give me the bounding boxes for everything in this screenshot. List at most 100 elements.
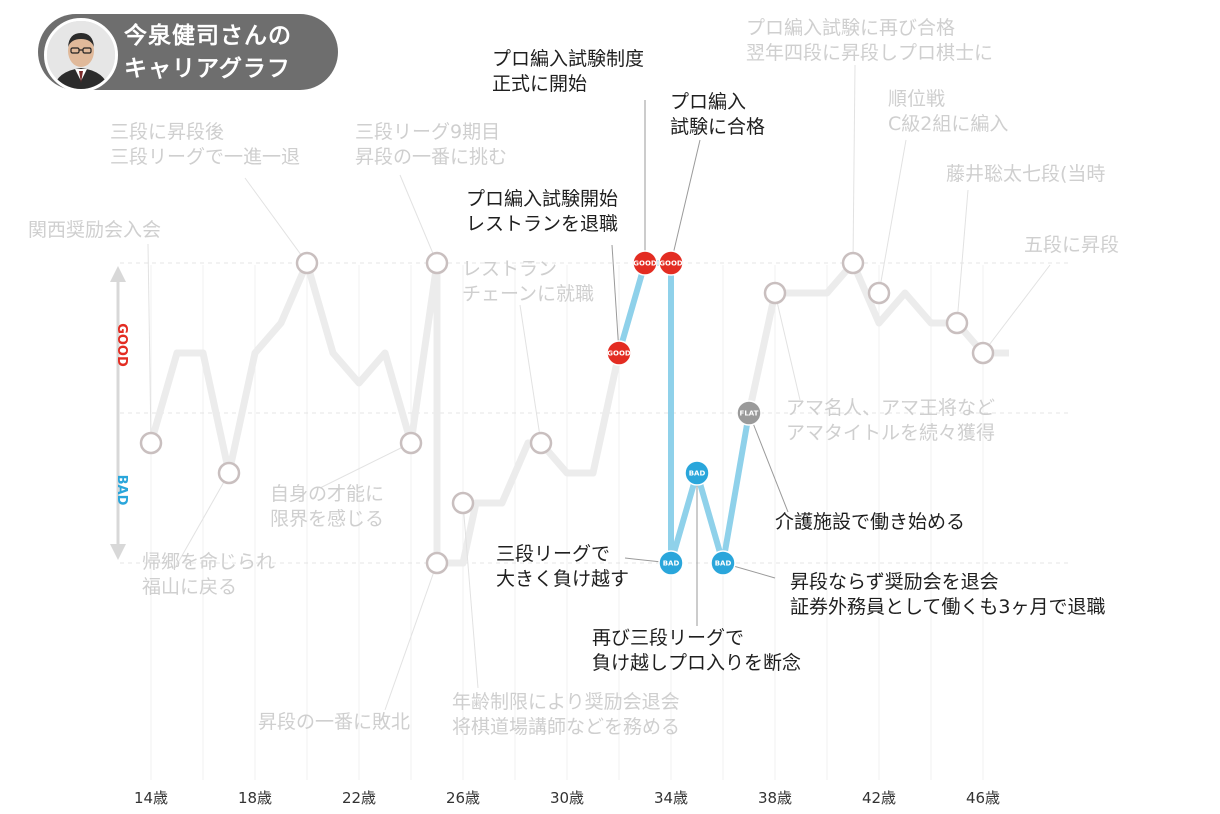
- x-tick-label: 38歳: [758, 789, 792, 807]
- x-tick-label: 30歳: [550, 789, 584, 807]
- annotation-pro-exam-pass: プロ編入 試験に合格: [670, 90, 765, 140]
- annotation-restaurant-job: レストランチェーンに就職: [462, 257, 594, 307]
- annotation-line: 昇段の一番に挑む: [355, 146, 508, 168]
- annotation-line: 帰郷を命じられ: [142, 551, 276, 573]
- annotation-return-home: 帰郷を命じられ 福山に戻る: [142, 550, 275, 600]
- x-tick-label: 22歳: [342, 789, 376, 807]
- leader-line: [852, 64, 856, 264]
- annotation-line: チェーンに就職: [462, 283, 595, 305]
- annotation-care-work: 介護施設で働き始める: [775, 510, 965, 535]
- annotation-line: レストラン: [462, 258, 558, 280]
- event-marker-label: GOOD: [659, 260, 683, 268]
- annotation-line: 負け越しプロ入りを断念: [592, 652, 802, 674]
- annotation-give-up: 再び三段リーグで負け越しプロ入りを断念: [592, 626, 801, 676]
- annotation-line: 昇段の一番に敗北: [258, 711, 411, 733]
- annotation-line: アマタイトルを続々獲得: [786, 422, 996, 444]
- x-tick-label: 34歳: [654, 789, 688, 807]
- annotation-kansai-join: 関西奨励会入会: [28, 218, 161, 243]
- event-marker-bad: [684, 460, 710, 486]
- x-tick-label: 18歳: [238, 789, 272, 807]
- event-marker-good: [658, 250, 684, 276]
- title-line-2: キャリアグラフ: [124, 56, 291, 82]
- annotation-line: C級2組に編入: [888, 113, 1009, 135]
- leader-line: [174, 472, 230, 569]
- annotation-line: 試験に合格: [670, 116, 766, 138]
- annotation-line: 昇段ならず奨励会を退会: [790, 571, 999, 593]
- event-marker-label: FLAT: [740, 410, 759, 418]
- event-marker-past: [841, 251, 865, 275]
- axis-bad-label: BAD: [114, 475, 129, 506]
- x-tick-label: 42歳: [862, 789, 896, 807]
- avatar: [44, 18, 118, 92]
- annotation-line: 将棋道場講師などを務める: [452, 716, 681, 738]
- annotation-line: 藤井聡太七段(当時: [946, 163, 1106, 185]
- leader-line: [774, 292, 801, 401]
- event-marker-label: BAD: [715, 560, 732, 568]
- leader-line: [670, 139, 701, 264]
- event-marker-past: [139, 431, 163, 455]
- annotation-line: 翌年四段に昇段しプロ棋士に: [746, 42, 994, 64]
- leader-line: [319, 442, 412, 489]
- axis-arrow-down-icon: [110, 544, 126, 560]
- leader-line: [384, 562, 438, 711]
- leader-line: [147, 243, 152, 444]
- leader-line: [878, 139, 907, 294]
- annotation-fujii: 藤井聡太七段(当時: [946, 162, 1105, 187]
- leader-line: [244, 177, 308, 264]
- annotation-line: 三段リーグで: [496, 543, 611, 565]
- title-line-1: 今泉健司さんの: [124, 23, 292, 49]
- annotation-pro-exam-system: プロ編入試験制度 正式に開始: [492, 47, 644, 97]
- annotation-line: プロ編入試験開始: [466, 188, 619, 210]
- leader-line: [748, 412, 789, 513]
- event-marker-label: GOOD: [607, 350, 631, 358]
- event-marker-past: [945, 311, 969, 335]
- leader-line: [611, 244, 620, 354]
- annotation-line: 三段リーグで一進一退: [110, 146, 301, 168]
- event-marker-flat: [736, 400, 762, 426]
- annotation-limit-talent: 自身の才能に 限界を感じる: [270, 482, 384, 532]
- annotation-quit-shoreikai: 昇段ならず奨励会を退会証券外務員として働くも3ヶ月で退職: [790, 570, 1106, 620]
- event-marker-good: [606, 340, 632, 366]
- annotation-line: 限界を感じる: [270, 508, 385, 530]
- event-marker-past: [529, 431, 553, 455]
- annotation-pro-exam-start: プロ編入試験開始 レストランを退職: [466, 187, 618, 237]
- annotation-pro-again: プロ編入試験に再び合格翌年四段に昇段しプロ棋士に: [746, 16, 993, 66]
- annotation-godan: 五段に昇段: [1024, 233, 1119, 258]
- event-marker-good: [632, 250, 658, 276]
- event-marker-past: [399, 431, 423, 455]
- annotation-line: アマ名人、アマ王将など: [786, 397, 996, 419]
- event-marker-past: [217, 461, 241, 485]
- annotation-line: プロ編入試験制度: [492, 48, 645, 70]
- annotation-line: プロ編入: [670, 91, 747, 113]
- annotation-line: 福山に戻る: [142, 576, 238, 598]
- annotation-line: 三段リーグ9期目: [355, 121, 501, 143]
- annotation-line: 順位戦: [888, 88, 946, 110]
- annotation-c2-league: 順位戦 C級2組に編入: [888, 87, 1008, 137]
- annotation-sandan-9th: 三段リーグ9期目 昇段の一番に挑む: [355, 120, 507, 170]
- event-marker-past: [971, 341, 995, 365]
- leader-line: [956, 189, 969, 324]
- event-marker-bad: [658, 550, 684, 576]
- annotation-line: プロ編入試験に再び合格: [746, 17, 956, 39]
- event-marker-label: GOOD: [633, 260, 657, 268]
- axis-arrow-up-icon: [110, 266, 126, 282]
- event-marker-label: BAD: [689, 470, 706, 478]
- page-title: 今泉健司さんの キャリアグラフ: [124, 20, 292, 86]
- annotation-sandan-promo: 三段に昇段後 三段リーグで一進一退: [110, 120, 300, 170]
- annotation-sandan-loss: 三段リーグで 大きく負け越す: [496, 542, 629, 592]
- event-marker-label: BAD: [663, 560, 680, 568]
- event-marker-past: [425, 251, 449, 275]
- event-marker-past: [295, 251, 319, 275]
- annotation-line: 介護施設で働き始める: [775, 511, 966, 533]
- annotation-line: 関西奨励会入会: [28, 219, 162, 241]
- event-marker-past: [425, 551, 449, 575]
- annotation-line: 大きく負け越す: [496, 568, 630, 590]
- annotation-age-limit: 年齢制限により奨励会退会 将棋道場講師などを務める: [452, 690, 680, 740]
- event-marker-past: [763, 281, 787, 305]
- annotation-line: 自身の才能に: [270, 483, 385, 505]
- annotation-line: 再び三段リーグで: [592, 627, 745, 649]
- event-marker-bad: [710, 550, 736, 576]
- leader-line: [519, 304, 542, 444]
- annotation-line: 証券外務員として働くも3ヶ月で退職: [790, 596, 1106, 618]
